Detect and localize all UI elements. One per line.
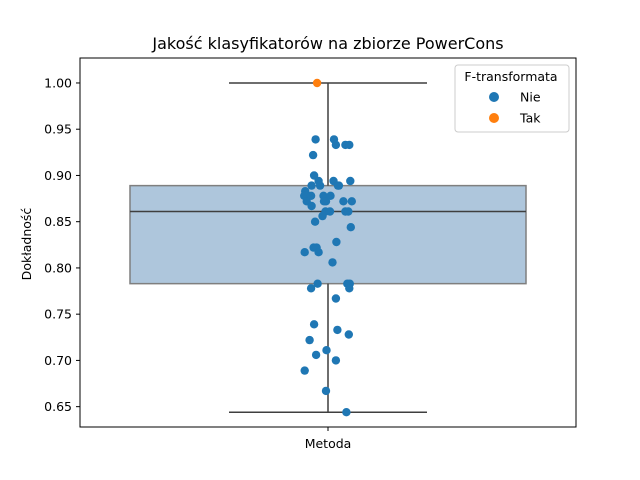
legend-label-tak: Tak xyxy=(519,111,541,126)
data-point-nie xyxy=(347,197,356,206)
data-point-nie xyxy=(339,197,348,206)
data-point-nie xyxy=(314,248,323,257)
data-point-nie xyxy=(322,346,331,355)
y-tick-label: 0.85 xyxy=(44,214,72,229)
plot-area xyxy=(129,78,527,417)
legend-label-nie: Nie xyxy=(520,90,541,105)
data-point-tak xyxy=(312,78,322,88)
data-point-nie xyxy=(309,320,319,329)
data-point-nie xyxy=(344,330,353,339)
data-point-nie xyxy=(346,176,355,186)
data-point-nie xyxy=(333,181,343,190)
legend-marker-tak xyxy=(489,113,499,123)
data-point-nie xyxy=(331,356,341,365)
data-point-nie xyxy=(328,258,337,267)
data-point-nie xyxy=(300,248,309,257)
data-point-nie xyxy=(315,181,325,190)
legend-box xyxy=(454,64,570,133)
data-point-nie xyxy=(331,294,341,303)
y-tick-label: 0.70 xyxy=(44,353,72,368)
data-point-nie xyxy=(313,279,322,288)
y-tick-label: 0.65 xyxy=(44,399,72,414)
data-point-nie xyxy=(311,350,321,360)
legend: F-transformata Nie Tak xyxy=(454,64,570,133)
y-axis-label: Dokładność xyxy=(19,208,34,281)
data-point-nie xyxy=(311,135,320,144)
data-point-nie xyxy=(325,207,335,216)
data-point-nie xyxy=(306,284,316,293)
y-tick-label: 0.75 xyxy=(44,307,72,322)
y-tick-label: 0.90 xyxy=(44,168,72,183)
data-point-nie xyxy=(300,366,309,375)
data-point-nie xyxy=(344,207,353,216)
x-tick-label: Metoda xyxy=(305,436,352,451)
data-point-nie xyxy=(321,386,331,396)
axes: 0.65 0.70 0.75 0.80 0.85 0.90 0.95 1.00 Metoda xyxy=(44,57,577,451)
data-point-nie xyxy=(310,217,320,226)
data-point-nie xyxy=(332,237,341,247)
data-point-nie xyxy=(307,181,316,190)
data-point-nie xyxy=(331,140,341,150)
legend-marker-nie xyxy=(489,92,499,102)
data-point-nie xyxy=(342,408,351,417)
data-point-nie xyxy=(345,140,354,150)
data-point-nie xyxy=(307,201,316,211)
chart-title: Jakość klasyfikatorów na zbiorze PowerCo… xyxy=(151,34,503,53)
y-tick-label: 0.80 xyxy=(44,260,72,275)
data-point-nie xyxy=(345,284,354,293)
data-point-nie xyxy=(305,335,314,345)
data-point-nie xyxy=(319,197,329,206)
data-point-nie xyxy=(346,223,355,232)
y-tick-label: 1.00 xyxy=(44,75,72,90)
data-point-nie xyxy=(333,325,342,335)
y-tick-label: 0.95 xyxy=(44,122,72,137)
data-point-nie xyxy=(308,150,318,160)
data-point-nie xyxy=(318,211,327,221)
legend-title: F-transformata xyxy=(464,69,557,84)
